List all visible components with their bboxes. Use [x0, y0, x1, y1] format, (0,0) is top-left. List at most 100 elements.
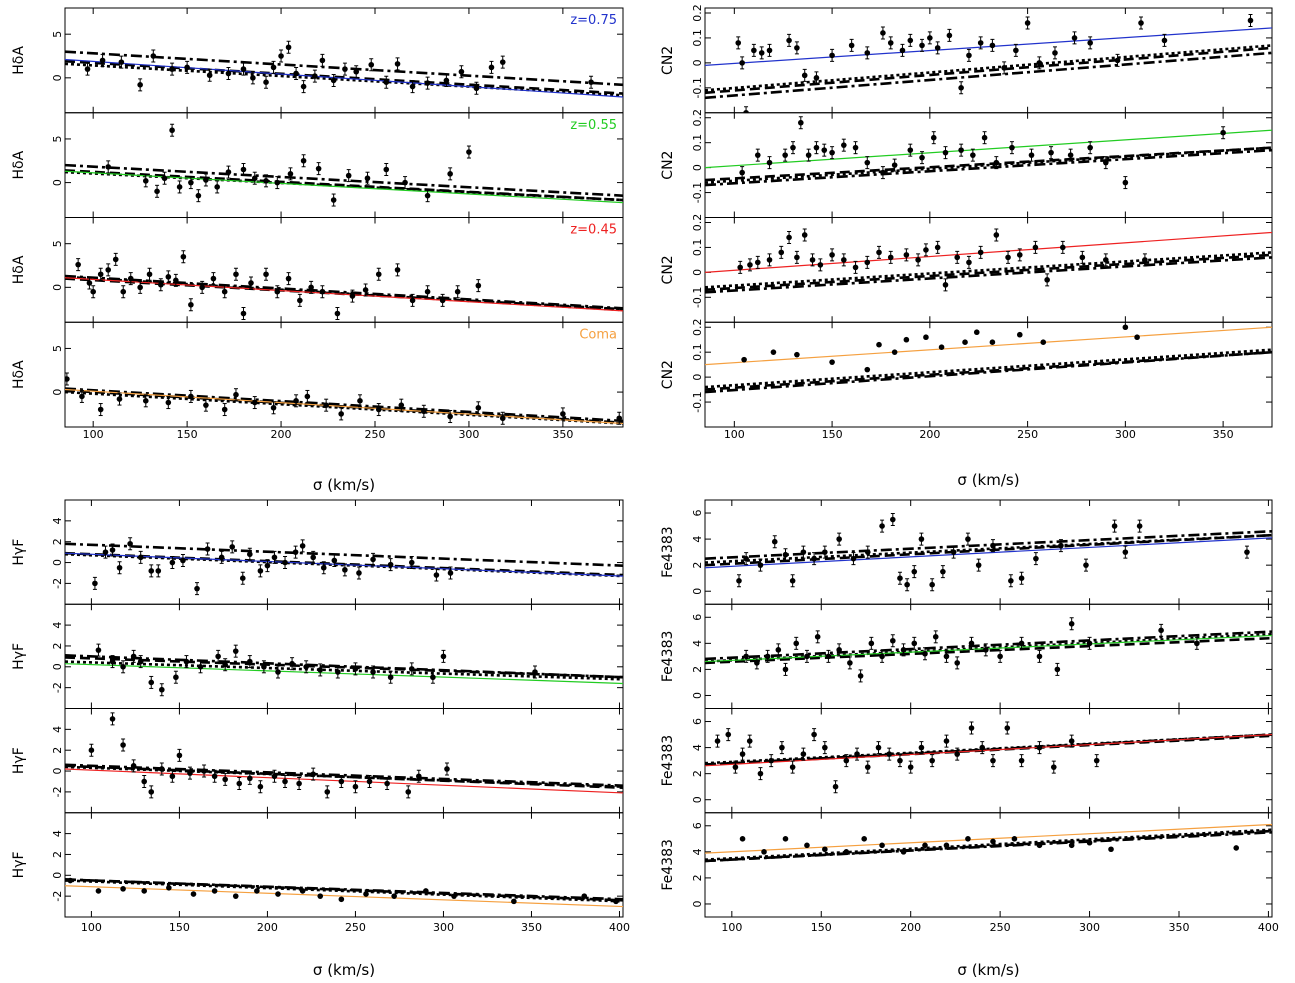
- y-axis-label: HδA: [11, 150, 27, 179]
- data-point: [1122, 179, 1129, 186]
- data-point: [142, 398, 149, 404]
- x-tick-label: 250: [990, 921, 1011, 934]
- y-axis-label: HδA: [11, 46, 27, 75]
- x-tick-label: 250: [345, 921, 366, 934]
- data-point: [1068, 738, 1075, 744]
- data-point: [918, 536, 925, 542]
- data-point: [943, 842, 950, 849]
- fit-line-dashdot: [65, 387, 623, 423]
- data-point: [793, 640, 800, 647]
- data-point: [274, 179, 281, 186]
- data-point: [148, 568, 155, 574]
- fit-line-colored: [705, 733, 1272, 767]
- data-point: [137, 284, 143, 291]
- data-point: [439, 297, 446, 304]
- data-point: [990, 757, 996, 764]
- data-point: [499, 59, 506, 65]
- y-tick-label: 6: [691, 718, 704, 725]
- panel-frame: [64, 603, 624, 709]
- data-point: [918, 744, 925, 751]
- data-point: [251, 175, 258, 182]
- data-point: [250, 75, 256, 81]
- x-tick-label: 250: [365, 428, 386, 441]
- data-point: [454, 288, 461, 295]
- data-point: [1103, 257, 1109, 263]
- data-point: [364, 175, 371, 182]
- data-point: [1032, 244, 1039, 251]
- data-point: [1024, 20, 1031, 26]
- data-point: [973, 329, 980, 336]
- data-point: [271, 773, 278, 780]
- data-point: [475, 404, 482, 411]
- fit-line-colored: [65, 663, 623, 685]
- data-point: [903, 336, 910, 343]
- y-tick-label: 0: [51, 663, 64, 670]
- data-point: [99, 57, 106, 64]
- data-point: [204, 546, 211, 552]
- panel-4-2: 0 2 4 6 Fe4383: [660, 603, 1273, 709]
- data-point: [352, 783, 359, 790]
- data-point: [384, 780, 390, 787]
- data-point: [409, 83, 416, 90]
- data-point: [169, 66, 175, 72]
- data-point: [786, 234, 792, 241]
- data-point: [954, 660, 960, 666]
- data-point: [137, 82, 143, 88]
- data-point: [975, 562, 982, 568]
- data-point: [754, 152, 761, 158]
- data-point: [800, 751, 807, 757]
- data-point: [789, 577, 796, 584]
- data-point: [1009, 144, 1015, 151]
- data-point: [934, 45, 941, 51]
- x-tick-label: 200: [900, 921, 921, 934]
- data-point: [424, 288, 431, 295]
- x-tick-label: 350: [1213, 428, 1234, 441]
- y-tick-label: -0.1: [691, 182, 704, 203]
- data-point: [334, 310, 341, 317]
- fit-line-dotted: [705, 733, 1272, 765]
- fit-line-colored: [705, 326, 1272, 366]
- data-point: [155, 568, 162, 574]
- data-point: [368, 61, 375, 68]
- fit-line-dashdot: [705, 630, 1272, 661]
- y-axis-label: Fe4383: [660, 735, 676, 787]
- y-tick-label: -0.1: [691, 77, 704, 98]
- data-point: [120, 288, 127, 295]
- data-point: [447, 171, 453, 177]
- data-point: [800, 549, 807, 555]
- data-point: [357, 398, 363, 404]
- y-tick-label: 0: [691, 796, 704, 803]
- data-point: [141, 778, 148, 785]
- data-point: [214, 184, 220, 190]
- panel-frame: [704, 7, 1273, 114]
- fit-line-dotted: [705, 44, 1272, 92]
- data-point: [218, 554, 225, 561]
- x-tick-label: 250: [1017, 428, 1038, 441]
- panel-frame: [64, 499, 624, 605]
- data-point: [1122, 549, 1129, 555]
- y-tick-label: 2: [51, 747, 64, 754]
- data-point: [790, 144, 796, 151]
- data-point: [319, 57, 326, 64]
- fit-line-colored: [65, 170, 623, 204]
- data-point: [1136, 523, 1143, 529]
- data-point: [285, 44, 292, 51]
- x-tick-label: 200: [919, 428, 940, 441]
- data-point: [922, 650, 928, 657]
- data-point: [890, 516, 896, 523]
- data-point: [1158, 627, 1164, 634]
- data-point: [1004, 725, 1011, 731]
- x-axis-label: σ (km/s): [957, 961, 1019, 979]
- data-point: [173, 674, 179, 681]
- data-point: [804, 842, 810, 849]
- data-point: [891, 162, 898, 168]
- panel-2-3: -0.1 0 0.1 0.2 CN2: [660, 214, 1273, 323]
- data-point: [188, 393, 194, 400]
- data-point: [786, 37, 792, 44]
- data-point: [814, 634, 821, 640]
- data-point: [841, 142, 847, 148]
- y-tick-label: 0.2: [691, 109, 704, 127]
- data-point: [1059, 244, 1066, 251]
- panel-annotation: z=0.75: [570, 13, 617, 28]
- data-point: [405, 789, 412, 795]
